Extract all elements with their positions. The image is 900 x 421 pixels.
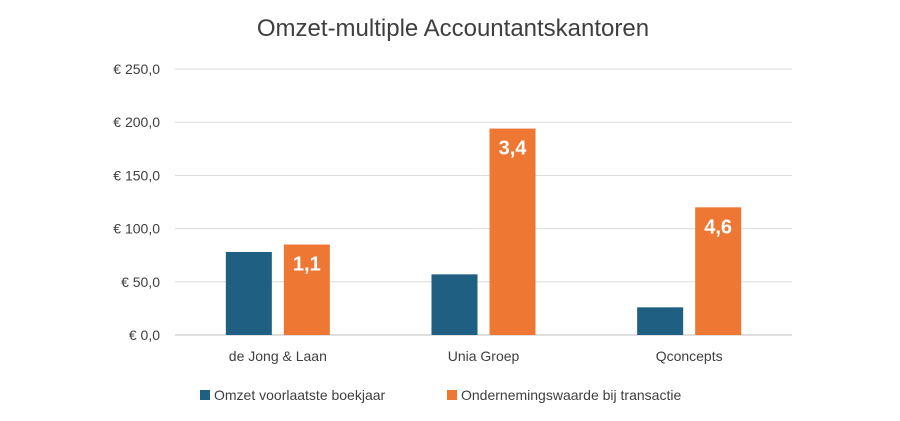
bar-omzet xyxy=(637,307,684,335)
bar-waarde xyxy=(283,244,330,335)
bars: 1,1 3,4 4,6 xyxy=(225,128,742,335)
category-label: Qconcepts xyxy=(656,348,723,364)
bar-waarde xyxy=(489,128,536,335)
y-tick-label: € 250,0 xyxy=(113,61,160,77)
legend: Omzet voorlaatste boekjaar Ondernemingswa… xyxy=(200,387,681,403)
bar-waarde xyxy=(695,207,742,335)
category-label: de Jong & Laan xyxy=(229,348,327,364)
gridlines xyxy=(175,68,792,336)
y-tick-label: € 0,0 xyxy=(129,327,160,343)
bar-data-label: 1,1 xyxy=(293,254,321,276)
y-tick-label: € 100,0 xyxy=(113,221,160,237)
bar-data-label: 3,4 xyxy=(499,138,528,160)
y-axis-ticks: € 0,0 € 50,0 € 100,0 € 150,0 € 200,0 € 250,0 xyxy=(113,61,160,343)
legend-swatch xyxy=(200,390,210,400)
legend-label: Omzet voorlaatste boekjaar xyxy=(214,387,386,403)
y-tick-label: € 50,0 xyxy=(121,274,160,290)
x-axis-categories: de Jong & Laan Unia Groep Qconcepts xyxy=(229,348,723,364)
bar-omzet xyxy=(225,252,272,335)
chart-title: Omzet-multiple Accountantskantoren xyxy=(257,15,649,42)
bar-data-label: 4,6 xyxy=(704,216,732,238)
y-tick-label: € 200,0 xyxy=(113,114,160,130)
legend-swatch xyxy=(447,390,457,400)
bar-omzet xyxy=(431,274,478,335)
legend-label: Ondernemingswaarde bij transactie xyxy=(461,387,681,403)
y-tick-label: € 150,0 xyxy=(113,167,160,183)
category-label: Unia Groep xyxy=(448,348,520,364)
